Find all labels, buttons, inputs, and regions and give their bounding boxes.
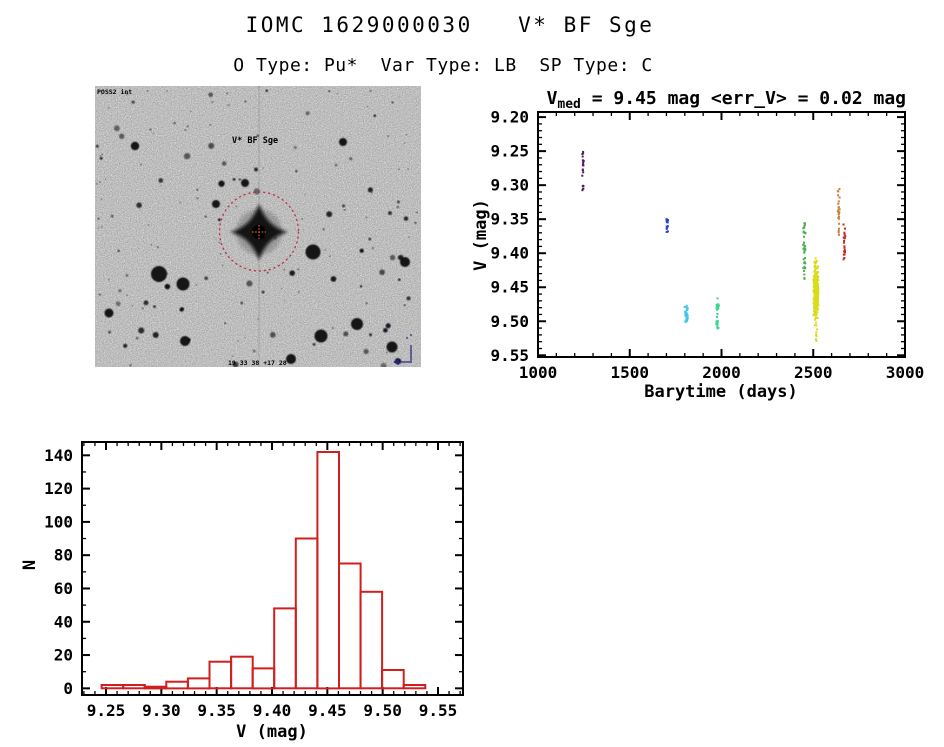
x-tick-label: 9.45 (308, 701, 347, 720)
page-subtitle: O Type: Pu* Var Type: LB SP Type: C (233, 55, 653, 76)
y-tick-label: 9.35 (490, 210, 529, 229)
survey-label: POSS2 int (97, 88, 132, 96)
x-tick-label: 9.50 (363, 701, 402, 720)
coords-label: 19 33 38 +17 28 (228, 359, 287, 367)
target-circle-marker (218, 191, 300, 272)
y-tick-label: 40 (54, 612, 73, 631)
y-tick-label: 9.30 (490, 176, 529, 195)
y-tick-label: 9.45 (490, 278, 529, 297)
page-title: IOMC 1629000030 V* BF Sge (245, 13, 655, 37)
y-tick-label: 9.40 (490, 244, 529, 263)
y-tick-label: 9.25 (490, 142, 529, 161)
histogram-bar (338, 562, 362, 690)
lightcurve-xlabel: Barytime (days) (644, 382, 798, 402)
x-tick-label: 3000 (886, 363, 925, 382)
x-tick-label: 9.55 (419, 701, 458, 720)
cluster-epoch-7 (836, 188, 841, 236)
cluster-epoch-2 (665, 218, 669, 233)
lightcurve-ylabel: V (mag) (471, 199, 491, 271)
histogram-bar (273, 607, 297, 690)
star-field (95, 86, 418, 367)
cluster-epoch-1b (581, 184, 585, 192)
y-tick-label: 120 (44, 479, 73, 498)
histogram-bar (251, 667, 276, 690)
histogram-bar (381, 669, 405, 690)
y-tick-label: 140 (44, 446, 73, 465)
x-tick-label: 1500 (610, 363, 649, 382)
histogram-xlabel: V (mag) (236, 722, 308, 742)
histogram-bar (316, 451, 340, 690)
histogram-bars (100, 451, 427, 690)
cluster-epoch-3 (683, 304, 689, 323)
histogram-bar (230, 655, 254, 690)
cluster-epoch-6-tail (814, 331, 818, 342)
histogram-bar (186, 677, 211, 690)
x-tick-label: 2000 (702, 363, 741, 382)
y-tick-label: 9.55 (490, 346, 529, 365)
histogram-bar (359, 590, 384, 690)
histogram-bar (208, 660, 233, 690)
lightcurve-axes: 1000 1500 2000 2500 3000 9.20 9.25 9.30 9.35 9.40… (490, 108, 924, 382)
x-tick-label: 9.30 (142, 701, 181, 720)
histogram-bar (402, 684, 427, 690)
y-tick-label: 80 (54, 546, 73, 565)
x-tick-label: 2500 (794, 363, 833, 382)
x-tick-label: 9.35 (197, 701, 236, 720)
y-tick-label: 9.20 (490, 108, 529, 127)
histogram-bar (122, 684, 146, 690)
y-tick-label: 60 (54, 579, 73, 598)
lightcurve-plot: Vmed = 9.45 mag <err_V> = 0.02 mag 1000 1… (471, 88, 924, 402)
y-tick-label: 9.50 (490, 312, 529, 331)
x-tick-label: 9.40 (253, 701, 292, 720)
target-label: V* BF Sge (232, 136, 278, 146)
x-tick-label: 9.25 (87, 701, 126, 720)
histogram-bar (165, 680, 189, 690)
histogram-ylabel: N (20, 560, 40, 570)
lightcurve-data-points (581, 150, 847, 342)
cluster-epoch-1a (581, 150, 585, 177)
cluster-epoch-5 (802, 222, 807, 280)
cluster-epoch-6 (812, 257, 820, 331)
histogram-plot: 9.25 9.30 9.35 9.40 9.45 9.50 9.55 0 20 40 60 80 100… (20, 441, 464, 742)
compass-icon (393, 334, 412, 365)
y-tick-label: 0 (63, 679, 73, 698)
histogram-axes: 9.25 9.30 9.35 9.40 9.45 9.50 9.55 0 20 40 60 80 100… (44, 441, 464, 720)
cluster-epoch-8 (842, 223, 847, 261)
lightcurve-title: Vmed = 9.45 mag <err_V> = 0.02 mag (547, 88, 906, 112)
x-tick-label: 1000 (519, 363, 558, 382)
finder-chart: POSS2 int V* BF Sge 19 33 38 +17 28 (95, 86, 421, 367)
histogram-bar (143, 685, 168, 690)
cluster-epoch-4 (715, 297, 720, 330)
y-tick-label: 100 (44, 512, 73, 531)
y-tick-label: 20 (54, 646, 73, 665)
histogram-bar (100, 684, 125, 690)
histogram-bar (294, 537, 319, 690)
